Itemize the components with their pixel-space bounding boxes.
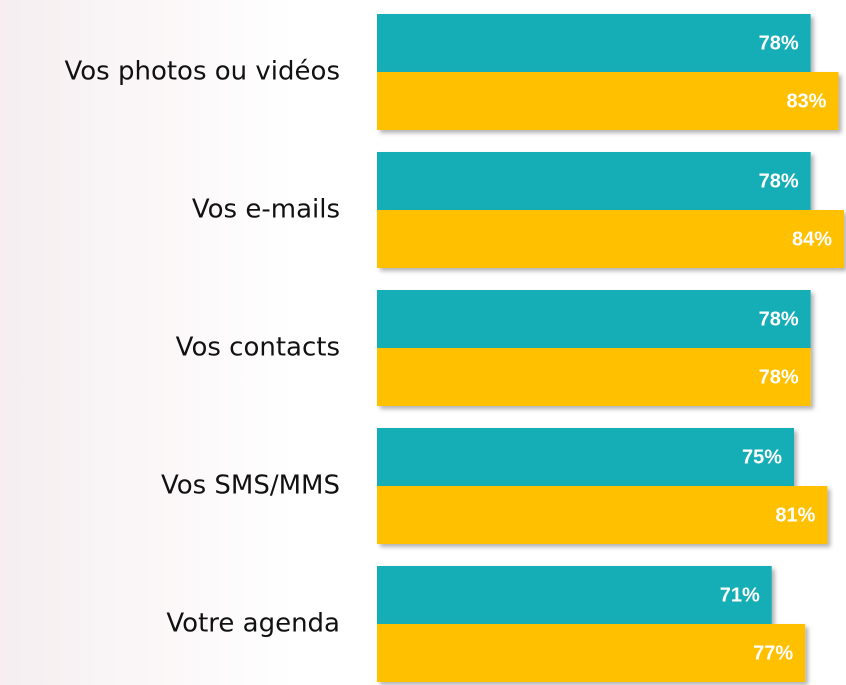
bar xyxy=(377,152,811,210)
value-label: 78% xyxy=(759,32,799,54)
value-label: 78% xyxy=(759,308,799,330)
bar xyxy=(377,428,794,486)
category-label: Vos photos ou vidéos xyxy=(64,57,340,87)
category-label: Vos contacts xyxy=(176,333,340,363)
value-label: 78% xyxy=(759,170,799,192)
bar xyxy=(377,624,806,682)
bar xyxy=(377,72,839,130)
value-label: 83% xyxy=(786,90,826,112)
bar xyxy=(377,486,828,544)
value-label: 81% xyxy=(775,504,815,526)
category-label: Votre agenda xyxy=(166,609,340,639)
bar xyxy=(377,348,811,406)
value-label: 71% xyxy=(720,584,760,606)
value-label: 78% xyxy=(759,366,799,388)
value-label: 77% xyxy=(753,642,793,664)
bar xyxy=(377,14,811,72)
value-label: 75% xyxy=(742,446,782,468)
bar xyxy=(377,566,772,624)
category-label: Vos e-mails xyxy=(192,195,340,225)
category-label: Vos SMS/MMS xyxy=(161,471,340,501)
bar xyxy=(377,290,811,348)
value-label: 84% xyxy=(792,228,832,250)
bar xyxy=(377,210,845,268)
